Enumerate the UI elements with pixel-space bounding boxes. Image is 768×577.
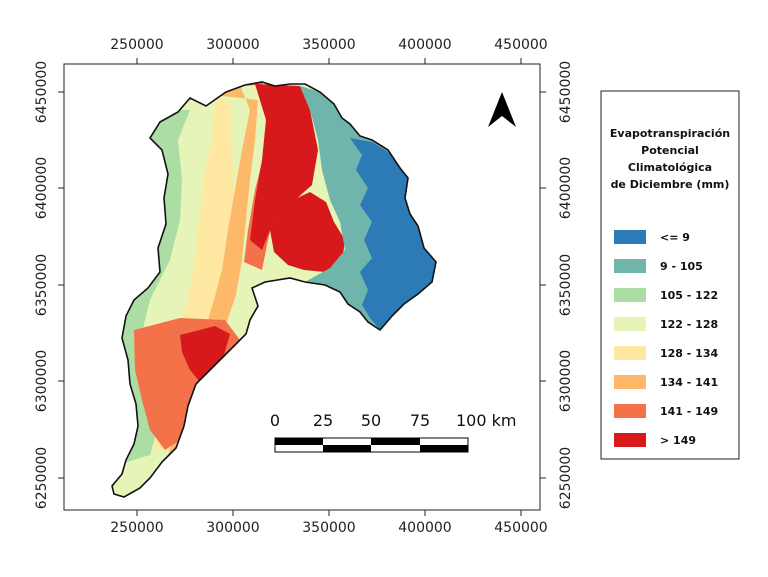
legend-swatch [614,375,646,389]
legend-label: 141 - 149 [660,405,718,418]
legend-swatch [614,346,646,360]
y-tick-label-right: 6300000 [558,350,574,412]
legend-swatch [614,230,646,244]
x-tick-label-bottom: 400000 [398,520,451,536]
zone-gt-149-central [270,192,345,272]
zone-le-9 [350,138,436,330]
x-tick-label-top: 250000 [110,37,163,53]
y-tick-label-right: 6450000 [558,61,574,123]
y-tick-label-left: 6250000 [34,447,50,509]
legend-title-line-3: Climatológica [628,161,712,174]
legend-label: 9 - 105 [660,260,703,273]
scale-label-75: 75 [410,411,430,430]
y-tick-label-left: 6350000 [34,254,50,316]
region-outline [111,81,437,498]
x-tick-label-top: 350000 [302,37,355,53]
scale-label-0: 0 [270,411,280,430]
scale-label-100: 100 km [456,411,516,430]
legend-swatch [614,404,646,418]
y-tick-label-right: 6400000 [558,157,574,219]
legend-title-line-2: Potencial [641,144,699,157]
legend: Evapotranspiración Potencial Climatológi… [600,90,740,460]
legend-swatch [614,259,646,273]
scale-bar: 0 25 50 75 100 km [270,411,516,453]
legend-items: <= 9 9 - 105 105 - 122 122 - 128 128 - 134 13… [614,230,718,447]
legend-label: 128 - 134 [660,347,718,360]
legend-frame [600,90,740,460]
legend-label: 122 - 128 [660,318,718,331]
legend-label: <= 9 [660,231,690,244]
legend-swatch [614,433,646,447]
scale-bar-segment [371,438,420,445]
legend-title-line-1: Evapotranspiración [610,127,730,140]
x-tick-label-bottom: 450000 [494,520,547,536]
x-tick-label-bottom: 350000 [302,520,355,536]
x-tick-label-top: 450000 [494,37,547,53]
y-tick-label-left: 6300000 [34,350,50,412]
scale-label-25: 25 [313,411,333,430]
legend-title-line-4: de Diciembre (mm) [611,178,730,191]
x-tick-label-bottom: 300000 [206,520,259,536]
y-tick-label-left: 6450000 [34,61,50,123]
zone-gt-149-south [180,326,230,382]
y-tick-label-right: 6250000 [558,447,574,509]
zone-gt-149-north [250,84,318,250]
legend-swatch [614,317,646,331]
legend-swatch [614,288,646,302]
x-tick-label-top: 300000 [206,37,259,53]
scale-bar-segment [275,438,323,445]
scale-bar-segment [420,445,468,452]
legend-label: 105 - 122 [660,289,718,302]
scale-label-50: 50 [361,411,381,430]
x-tick-label-top: 400000 [398,37,451,53]
y-tick-label-left: 6400000 [34,157,50,219]
scale-bar-segment [323,445,371,452]
axis-ticks: 250000 250000 300000 300000 350000 350000 4000… [34,37,574,536]
y-tick-label-right: 6350000 [558,254,574,316]
legend-label: 134 - 141 [660,376,718,389]
x-tick-label-bottom: 250000 [110,520,163,536]
zone-134-141 [168,85,258,455]
north-arrow-icon [488,92,516,127]
legend-label: > 149 [660,434,696,447]
